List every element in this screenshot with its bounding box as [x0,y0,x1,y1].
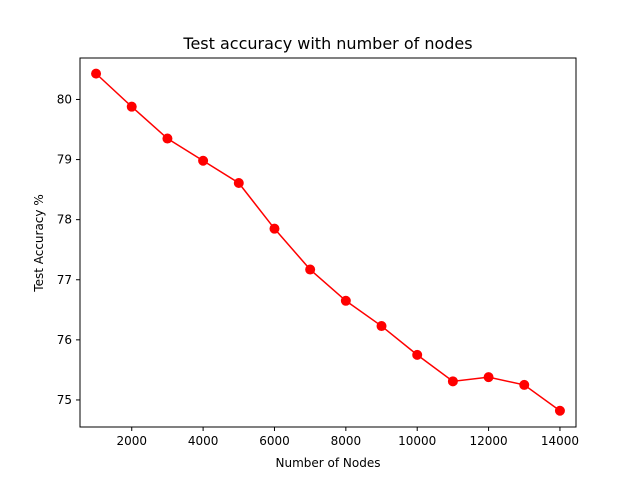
series-line [95,73,561,412]
data-point [91,68,102,79]
y-tick-label: 80 [57,92,72,106]
data-point [376,321,387,332]
plot-area [79,57,577,428]
plot-frame [79,57,577,428]
y-axis: 75 76 77 78 79 80 [57,92,80,407]
y-axis-label: Test Accuracy % [32,194,46,292]
x-tick-label: 4000 [188,434,219,448]
x-tick-label: 10000 [398,434,436,448]
data-point [126,101,137,112]
series-layer [91,68,565,416]
data-point [198,155,209,166]
y-tick-label: 77 [57,273,72,287]
y-tick-label: 79 [57,153,72,167]
data-point [269,223,280,234]
y-tick-label: 75 [57,393,72,407]
data-point [162,133,173,144]
y-tick-label: 78 [57,213,72,227]
x-tick-label: 12000 [469,434,507,448]
data-point [233,178,244,189]
data-point [519,379,530,390]
x-tick-label: 8000 [331,434,362,448]
x-tick-label: 2000 [116,434,147,448]
data-point [305,264,316,275]
y-tick-label: 76 [57,333,72,347]
x-tick-label: 6000 [259,434,290,448]
data-point [340,295,351,306]
data-point [412,349,423,360]
x-axis-label: Number of Nodes [276,456,381,470]
chart-title: Test accuracy with number of nodes [182,34,472,53]
data-point [483,372,494,383]
x-tick-label: 14000 [541,434,579,448]
x-axis: 2000 4000 6000 8000 10000 12000 14000 [116,427,579,448]
data-point [554,405,565,416]
data-point [447,376,458,387]
